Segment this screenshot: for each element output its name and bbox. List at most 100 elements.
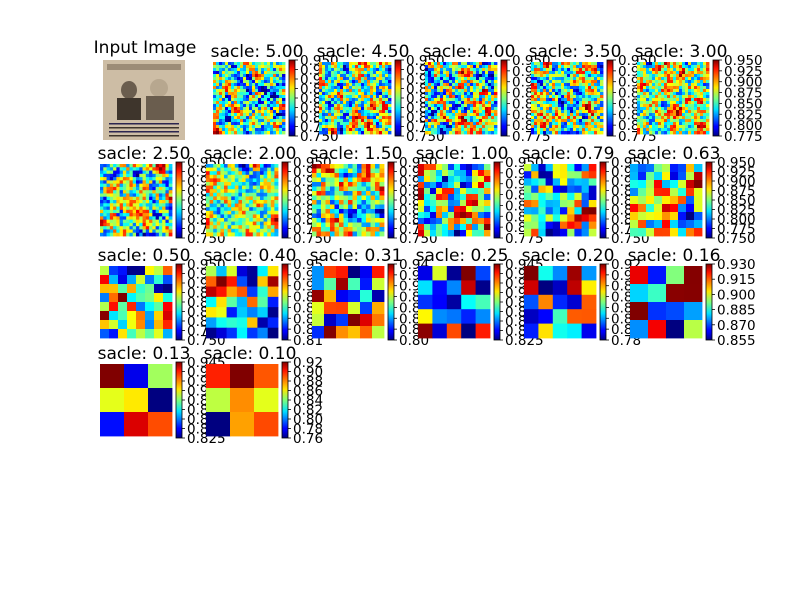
heatmap-cell — [155, 190, 160, 194]
heatmap-cell — [479, 80, 483, 84]
heatmap-cell — [361, 209, 367, 214]
heatmap-cell — [585, 65, 589, 69]
heatmap-cell — [494, 104, 498, 108]
heatmap-cell — [255, 131, 259, 135]
heatmap-cell — [234, 232, 239, 237]
heatmap-cell — [243, 80, 247, 84]
heatmap-cell — [373, 92, 377, 96]
heatmap-cell — [237, 71, 241, 75]
heatmap-cell — [485, 113, 489, 117]
heatmap-cell — [600, 122, 604, 126]
heatmap-cell — [597, 62, 601, 66]
heatmap-cell — [263, 221, 268, 226]
heatmap-cell — [597, 98, 601, 102]
heatmap-cell — [234, 174, 239, 179]
heatmap-cell — [679, 113, 683, 117]
heatmap-cell — [488, 131, 492, 135]
heatmap-cell — [494, 98, 498, 102]
heatmap-cell — [334, 107, 338, 111]
heatmap-cell — [428, 101, 432, 105]
heatmap-cell — [684, 266, 703, 285]
heatmap-cell — [220, 196, 225, 201]
heatmap-cell — [446, 125, 450, 129]
heatmap-cell — [222, 110, 226, 114]
heatmap-cell — [276, 119, 280, 123]
heatmap-cell — [570, 62, 574, 66]
heatmap-cell — [466, 182, 473, 189]
heatmap-cell — [155, 173, 160, 178]
colorbar-tick-label: 0.925 — [724, 64, 763, 80]
heatmap-cell — [467, 116, 471, 120]
heatmap-cell — [652, 125, 656, 129]
heatmap-cell — [228, 77, 232, 81]
heatmap-cell — [491, 119, 495, 123]
heatmap-cell — [165, 186, 170, 191]
heatmap-cell — [139, 213, 143, 217]
heatmap-cell — [364, 74, 368, 78]
heatmap-cell — [270, 74, 274, 78]
heatmap-cell — [321, 191, 326, 196]
heatmap-cell — [703, 122, 707, 126]
heatmap-cell — [470, 113, 474, 117]
heatmap-cell — [360, 290, 373, 303]
heatmap-cell — [694, 110, 698, 114]
heatmap-cell — [255, 110, 259, 114]
heatmap-cell — [334, 95, 338, 99]
heatmap-cell — [461, 95, 465, 99]
heatmap-cell — [129, 226, 134, 230]
heatmap-cell — [570, 77, 574, 81]
heatmap-cell — [149, 193, 153, 198]
colorbar-tick-label: 0.825 — [717, 203, 756, 219]
heatmap-cell — [282, 122, 286, 126]
heatmap-cell — [355, 131, 359, 135]
heatmap-cell — [260, 203, 264, 208]
heatmap-cell — [436, 212, 443, 219]
heatmap-cell — [654, 196, 663, 205]
heatmap-cell — [485, 131, 489, 135]
heatmap-cell — [449, 98, 453, 102]
heatmap-cell — [688, 80, 692, 84]
heatmap-cell — [706, 80, 710, 84]
heatmap-cell — [667, 68, 671, 72]
heatmap-cell — [540, 110, 544, 114]
heatmap-cell — [145, 209, 150, 214]
heatmap-cell — [449, 80, 453, 84]
heatmap-cell — [237, 92, 241, 96]
heatmap — [524, 164, 597, 237]
heatmap-cell — [264, 77, 268, 81]
heatmap-cell — [328, 119, 332, 123]
heatmap-cell — [352, 101, 356, 105]
heatmap-cell — [340, 131, 344, 135]
heatmap-cell — [276, 74, 280, 78]
heatmap-cell — [431, 80, 435, 84]
heatmap-cell — [234, 218, 239, 222]
heatmap-cell — [328, 107, 332, 111]
heatmap-cell — [127, 275, 137, 285]
heatmap-cell — [256, 225, 261, 230]
heatmap-cell — [488, 119, 492, 123]
heatmap-cell — [213, 221, 218, 226]
heatmap-cell — [594, 110, 598, 114]
heatmap-cell — [231, 74, 235, 78]
heatmap-cell — [638, 204, 647, 213]
heatmap-cell — [273, 98, 277, 102]
heatmap-cell — [648, 302, 667, 321]
heatmap-cell — [355, 92, 359, 96]
heatmap-cell — [437, 74, 441, 78]
heatmap-cell — [316, 231, 322, 237]
heatmap-cell — [334, 191, 340, 196]
heatmap-cell — [257, 266, 269, 277]
heatmap-cell — [546, 110, 550, 114]
heatmap-cell — [213, 228, 218, 233]
heatmap-cell — [340, 116, 344, 120]
heatmap-cell — [567, 309, 582, 324]
heatmap-cell — [276, 113, 280, 117]
heatmap-cell — [531, 192, 539, 201]
heatmap-cell — [106, 203, 111, 207]
heatmap-cell — [537, 89, 541, 93]
heatmap-cell — [261, 128, 265, 132]
heatmap-cell — [267, 178, 272, 183]
heatmap-cell — [126, 190, 130, 194]
heatmap-cell — [234, 95, 238, 99]
heatmap-cell — [673, 101, 677, 105]
